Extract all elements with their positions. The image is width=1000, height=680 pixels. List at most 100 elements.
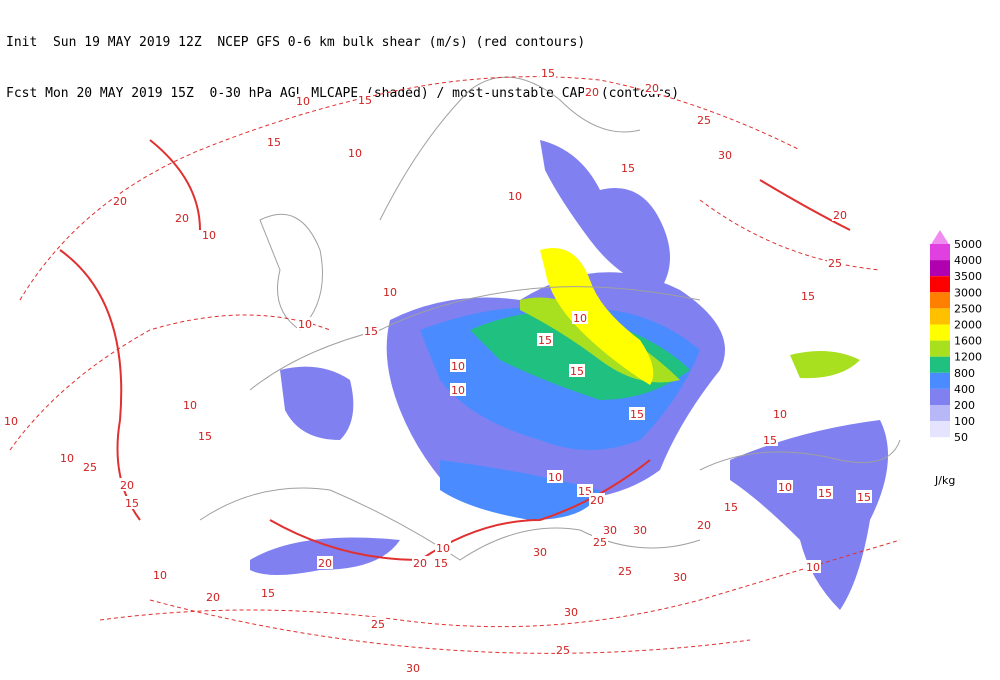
contour-label: 25 bbox=[593, 536, 607, 549]
contour-label-bg bbox=[347, 146, 363, 159]
header-line: Init Sun 19 MAY 2019 12Z NCEP GFS 0-6 km… bbox=[6, 35, 586, 50]
contour-label: 20 bbox=[206, 591, 220, 604]
contour-label-bg bbox=[723, 500, 739, 513]
contour-label: 15 bbox=[630, 408, 644, 421]
legend-swatch bbox=[930, 421, 950, 438]
contour-label: 15 bbox=[570, 365, 584, 378]
contour-label: 25 bbox=[697, 114, 711, 127]
contour-label: 10 bbox=[298, 318, 312, 331]
contour-label: 10 bbox=[451, 360, 465, 373]
contour-label-bg bbox=[382, 285, 398, 298]
contour-label: 10 bbox=[436, 542, 450, 555]
contour-label-bg bbox=[617, 564, 633, 577]
contour-label-bg bbox=[772, 407, 788, 420]
contour-label-bg bbox=[629, 407, 645, 420]
legend-arrow bbox=[930, 230, 950, 246]
contour-label-bg bbox=[777, 480, 793, 493]
legend-swatch bbox=[930, 372, 950, 389]
contour-label-bg bbox=[762, 433, 778, 446]
contour-label: 20 bbox=[645, 82, 659, 95]
contour-label: 20 bbox=[113, 195, 127, 208]
contour-label-bg bbox=[59, 451, 75, 464]
contour-label-bg bbox=[112, 194, 128, 207]
contour-label: 15 bbox=[125, 497, 139, 510]
legend-unit: J/kg bbox=[934, 474, 955, 487]
contour-label-bg bbox=[197, 429, 213, 442]
contour-label: 25 bbox=[556, 644, 570, 657]
contour-label-bg bbox=[124, 496, 140, 509]
contour-label: 30 bbox=[564, 606, 578, 619]
contour-label: 20 bbox=[318, 557, 332, 570]
contour-label-bg bbox=[412, 556, 428, 569]
contour-label-bg bbox=[555, 643, 571, 656]
contour-label-bg bbox=[363, 324, 379, 337]
contour-label: 10 bbox=[183, 399, 197, 412]
legend-swatch bbox=[930, 388, 950, 405]
contour-label: 25 bbox=[828, 257, 842, 270]
contour-label: 20 bbox=[413, 557, 427, 570]
contour-label-bg bbox=[317, 556, 333, 569]
contour-label-bg bbox=[547, 470, 563, 483]
contour-label: 15 bbox=[261, 587, 275, 600]
contour-label-bg bbox=[572, 311, 588, 324]
contour-label: 15 bbox=[267, 136, 281, 149]
legend-label: 100 bbox=[954, 415, 975, 428]
contour-label-bg bbox=[644, 81, 660, 94]
contour-label: 15 bbox=[434, 557, 448, 570]
contour-label: 10 bbox=[348, 147, 362, 160]
contour-label-bg bbox=[592, 535, 608, 548]
legend-swatch bbox=[930, 292, 950, 309]
contour-label-bg bbox=[182, 398, 198, 411]
legend-label: 400 bbox=[954, 383, 975, 396]
cape-shading bbox=[250, 140, 888, 610]
contour-label: 10 bbox=[4, 415, 18, 428]
contour-label-bg bbox=[450, 383, 466, 396]
contour-label: 10 bbox=[806, 561, 820, 574]
contour-label-bg bbox=[817, 486, 833, 499]
contour-label-bg bbox=[632, 523, 648, 536]
contour-label: 15 bbox=[801, 290, 815, 303]
legend-label: 3500 bbox=[954, 270, 982, 283]
contour-label: 10 bbox=[773, 408, 787, 421]
legend-label: 50 bbox=[954, 431, 968, 444]
contour-label: 30 bbox=[673, 571, 687, 584]
contour-label: 10 bbox=[451, 384, 465, 397]
contour-label: 10 bbox=[202, 229, 216, 242]
contour-label: 10 bbox=[153, 569, 167, 582]
contour-label: 10 bbox=[548, 471, 562, 484]
legend-swatch bbox=[930, 324, 950, 341]
legend-label: 5000 bbox=[954, 238, 982, 251]
contour-label: 10 bbox=[778, 481, 792, 494]
contour-label: 15 bbox=[621, 162, 635, 175]
contour-label-bg bbox=[827, 256, 843, 269]
contour-label: 15 bbox=[541, 67, 555, 80]
contour-label: 20 bbox=[833, 209, 847, 222]
contour-label-bg bbox=[450, 359, 466, 372]
contour-label: 30 bbox=[406, 662, 420, 675]
legend-label: 1200 bbox=[954, 351, 982, 364]
contour-label: 10 bbox=[296, 95, 310, 108]
contour-label-bg bbox=[672, 570, 688, 583]
contour-label-bg bbox=[532, 545, 548, 558]
contour-label: 25 bbox=[618, 565, 632, 578]
contour-label: 30 bbox=[533, 546, 547, 559]
contour-label-bg bbox=[856, 490, 872, 503]
contour-label: 15 bbox=[763, 434, 777, 447]
contour-label-bg bbox=[152, 568, 168, 581]
contour-label: 20 bbox=[585, 86, 599, 99]
contour-label-bg bbox=[602, 523, 618, 536]
contour-label-bg bbox=[3, 414, 19, 427]
contour-label: 15 bbox=[538, 334, 552, 347]
contour-label-bg bbox=[537, 333, 553, 346]
header: Init Sun 19 MAY 2019 12Z NCEP GFS 0-6 km… bbox=[6, 0, 679, 119]
contour-label: 30 bbox=[718, 149, 732, 162]
contour-label: 20 bbox=[590, 494, 604, 507]
contour-label: 15 bbox=[818, 487, 832, 500]
contour-label-bg bbox=[507, 189, 523, 202]
legend-label: 800 bbox=[954, 367, 975, 380]
legend-swatch bbox=[930, 260, 950, 277]
contour-label: 10 bbox=[573, 312, 587, 325]
contour-label: 20 bbox=[175, 212, 189, 225]
contour-label: 25 bbox=[371, 618, 385, 631]
